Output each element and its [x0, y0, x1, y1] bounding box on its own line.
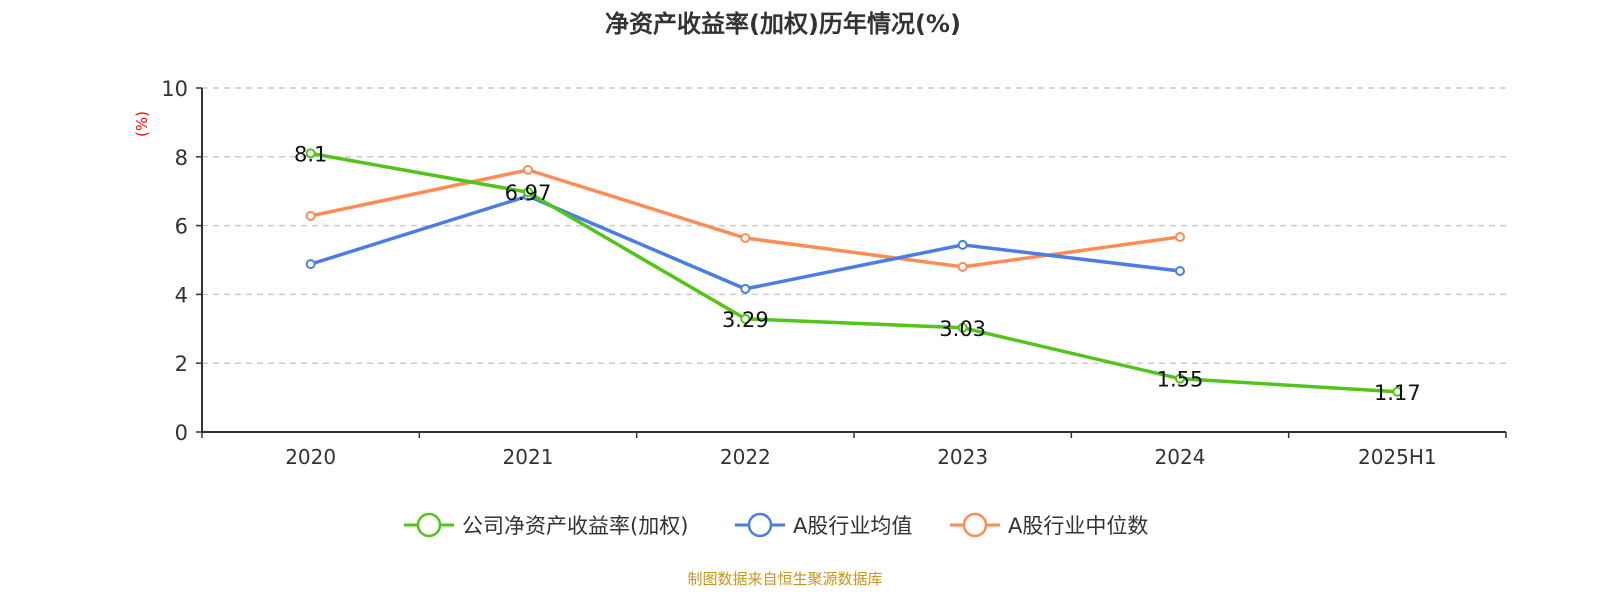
data-point — [1175, 231, 1185, 242]
y-tick-label: 8 — [175, 146, 188, 170]
data-point — [1392, 386, 1403, 397]
data-label: 3.03 — [939, 317, 986, 341]
x-tick-label: 2023 — [937, 445, 988, 469]
data-label: 3.29 — [722, 308, 769, 332]
legend-item[interactable]: A股行业中位数 — [950, 512, 1148, 538]
y-axis-label: (%) — [133, 111, 151, 137]
data-point — [523, 164, 533, 175]
x-tick-label: 2020 — [285, 445, 336, 469]
data-point — [957, 322, 968, 333]
legend-label: 公司净资产收益率(加权) — [462, 514, 688, 538]
x-tick-label: 2022 — [720, 445, 771, 469]
series-line — [310, 151, 1398, 394]
data-point — [957, 239, 968, 250]
data-point — [523, 187, 533, 198]
data-label: 8.1 — [294, 142, 327, 166]
data-point — [305, 148, 316, 159]
legend-circle-icon — [962, 512, 988, 538]
data-point — [1175, 373, 1185, 384]
y-tick-label: 6 — [175, 215, 188, 239]
x-tick-label: 2025H1 — [1358, 445, 1437, 469]
x-tick-label: 2021 — [503, 445, 554, 469]
legend-label: A股行业均值 — [793, 514, 912, 538]
legend-item[interactable]: A股行业均值 — [735, 512, 912, 538]
y-tick-label: 10 — [161, 77, 188, 101]
source-note: 制图数据来自恒生聚源数据库 — [687, 570, 882, 588]
data-point — [305, 259, 316, 270]
y-tick-label: 4 — [175, 283, 188, 307]
data-point — [957, 261, 968, 272]
legend-item[interactable]: 公司净资产收益率(加权) — [404, 512, 688, 538]
legend-circle-icon — [747, 512, 773, 538]
x-tick-label: 2024 — [1155, 445, 1206, 469]
data-point — [740, 283, 751, 294]
y-tick-label: 2 — [175, 352, 188, 376]
series-line — [310, 168, 1181, 269]
legend-label: A股行业中位数 — [1008, 514, 1148, 538]
data-point — [1175, 266, 1185, 277]
data-point — [740, 232, 751, 243]
y-tick-label: 0 — [175, 421, 188, 445]
legend-circle-icon — [416, 512, 442, 538]
data-label: 1.17 — [1374, 381, 1421, 405]
data-point — [740, 313, 751, 324]
data-label: 1.55 — [1157, 368, 1204, 392]
data-label: 6.97 — [505, 181, 552, 205]
chart-title: 净资产收益率(加权)历年情况(%) — [605, 10, 961, 38]
data-point — [305, 210, 316, 221]
